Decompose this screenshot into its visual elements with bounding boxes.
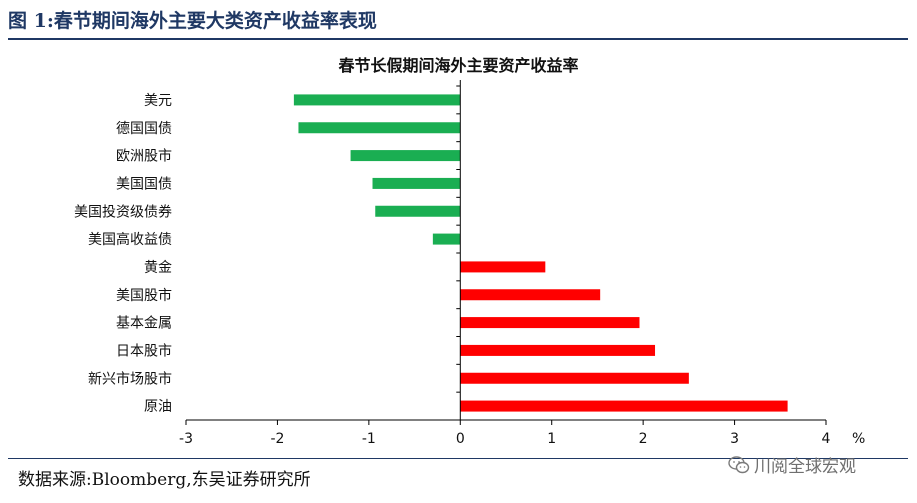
- bar: [298, 122, 461, 134]
- figure-title: 图 1:春节期间海外主要大类资产收益率表现: [8, 10, 377, 32]
- x-tick-label: -1: [362, 431, 376, 447]
- category-label: 新兴市场股市: [88, 370, 172, 387]
- x-axis-unit: %: [852, 431, 865, 447]
- category-label: 日本股市: [116, 342, 172, 359]
- watermark-label: 川阅全球宏观: [754, 457, 856, 477]
- bar: [460, 400, 788, 412]
- category-label: 基本金属: [116, 315, 172, 332]
- bar: [350, 150, 461, 162]
- x-tick-label: 3: [730, 431, 739, 447]
- bar: [460, 289, 601, 301]
- x-tick-label: 2: [639, 431, 648, 447]
- bar: [460, 261, 546, 273]
- category-label: 原油: [144, 399, 172, 415]
- x-tick-label: 4: [822, 431, 831, 447]
- x-tick-label: 1: [547, 431, 556, 447]
- category-label: 欧洲股市: [116, 148, 172, 165]
- bar: [293, 94, 461, 106]
- category-label: 德国国债: [116, 121, 172, 137]
- x-tick-label: -2: [270, 431, 284, 447]
- x-tick-label: -3: [179, 431, 193, 447]
- bar: [460, 317, 640, 329]
- bar: [460, 372, 689, 384]
- bar: [375, 205, 461, 217]
- bar: [432, 233, 461, 245]
- category-label: 美国高收益债: [88, 231, 172, 248]
- watermark: 川阅全球宏观: [728, 452, 856, 477]
- title-divider: [8, 38, 908, 40]
- source-note: 数据来源:Bloomberg,东吴证券研究所: [18, 470, 311, 490]
- category-label: 美元: [144, 93, 172, 109]
- category-label: 美国国债: [116, 176, 172, 192]
- chart-title: 春节长假期间海外主要资产收益率: [338, 56, 579, 75]
- category-label: 美国股市: [116, 287, 172, 304]
- bar: [460, 344, 656, 356]
- x-tick-label: 0: [456, 431, 465, 447]
- bar: [372, 177, 461, 189]
- wechat-icon: [728, 455, 750, 473]
- footer-divider: [8, 458, 908, 459]
- category-label: 美国投资级债券: [74, 204, 172, 220]
- category-label: 黄金: [144, 259, 172, 276]
